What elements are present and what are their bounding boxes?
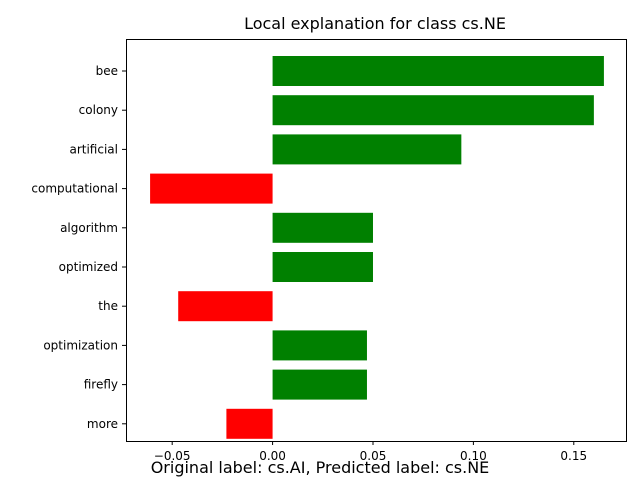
y-tick-label: algorithm (60, 221, 118, 235)
y-tick-label: more (87, 417, 118, 431)
y-tick-label: firefly (84, 378, 118, 392)
x-tick-label: 0.10 (460, 449, 487, 463)
bar-optimization (272, 330, 367, 361)
x-tick-label: 0.05 (360, 449, 387, 463)
y-axis-ticks: bee colony artificial computational algorith… (31, 64, 126, 431)
chart-title: Local explanation for class cs.NE (244, 14, 506, 33)
y-tick-label: colony (79, 103, 118, 117)
bars (150, 56, 604, 439)
y-tick-label: artificial (69, 142, 118, 156)
bar-algorithm (272, 212, 373, 243)
x-tick-label: 0.15 (560, 449, 587, 463)
bar-more (226, 408, 273, 439)
bar-bee (272, 56, 604, 86)
x-axis-ticks: −0.05 0.00 0.05 0.10 0.15 (154, 441, 587, 463)
prediction-caption: Original label: cs.AI, Predicted label: … (150, 458, 490, 477)
bar-optimized (272, 252, 373, 282)
bar-the (178, 291, 273, 322)
y-tick-label: optimized (59, 260, 118, 274)
bar-colony (272, 95, 594, 126)
plot-frame (126, 39, 627, 442)
y-tick-label: optimization (43, 338, 118, 352)
bar-firefly (272, 369, 367, 400)
x-tick-label: −0.05 (154, 449, 191, 463)
y-tick-label: computational (31, 182, 118, 196)
y-tick-label: bee (96, 64, 118, 78)
x-tick-label: 0.00 (259, 449, 286, 463)
bar-computational (150, 173, 273, 204)
bar-artificial (272, 134, 462, 165)
y-tick-label: the (98, 299, 118, 313)
